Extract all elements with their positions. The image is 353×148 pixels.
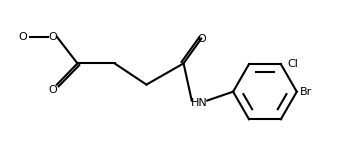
Text: O: O (48, 32, 57, 42)
Text: O: O (197, 34, 206, 44)
Text: Cl: Cl (287, 59, 298, 69)
Text: Br: Br (300, 87, 312, 97)
Text: O: O (48, 85, 57, 95)
Text: O: O (18, 32, 27, 42)
Text: HN: HN (191, 98, 208, 108)
